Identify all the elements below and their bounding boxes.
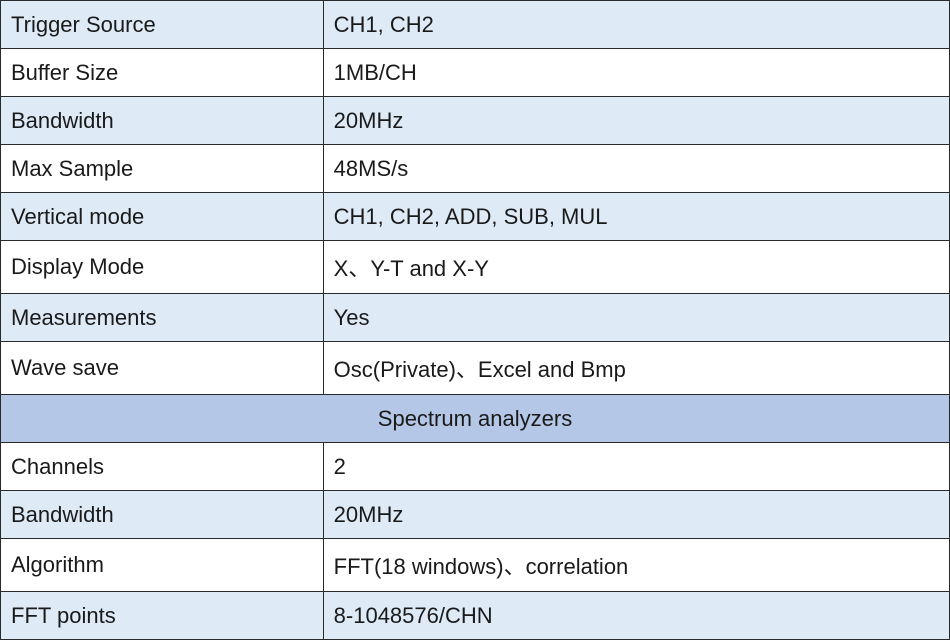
spec-label-cell: Channels [1, 443, 324, 491]
spec-value-cell: 20MHz [323, 491, 949, 539]
table-row: MeasurementsYes [1, 294, 950, 342]
spec-value-cell: Yes [323, 294, 949, 342]
table-row: Wave saveOsc(Private)、Excel and Bmp [1, 342, 950, 395]
table-row: Vertical modeCH1, CH2, ADD, SUB, MUL [1, 193, 950, 241]
spec-value-cell: 1MB/CH [323, 49, 949, 97]
spec-label-cell: Measurements [1, 294, 324, 342]
section-title-cell: Spectrum analyzers [1, 395, 950, 443]
table-row: Bandwidth20MHz [1, 491, 950, 539]
table-row: Channels2 [1, 443, 950, 491]
table-row: Bandwidth20MHz [1, 97, 950, 145]
spec-label-cell: Wave save [1, 342, 324, 395]
section-header-row: Spectrum analyzers [1, 395, 950, 443]
spec-label-cell: Bandwidth [1, 97, 324, 145]
spec-label-cell: Algorithm [1, 539, 324, 592]
table-row: AlgorithmFFT(18 windows)、correlation [1, 539, 950, 592]
spec-value-cell: CH1, CH2, ADD, SUB, MUL [323, 193, 949, 241]
spec-label-cell: FFT points [1, 592, 324, 640]
table-row: Buffer Size1MB/CH [1, 49, 950, 97]
spec-value-cell: 48MS/s [323, 145, 949, 193]
spec-label-cell: Buffer Size [1, 49, 324, 97]
table-row: Display ModeX、Y-T and X-Y [1, 241, 950, 294]
spec-label-cell: Max Sample [1, 145, 324, 193]
table-row: Trigger SourceCH1, CH2 [1, 1, 950, 49]
spec-value-cell: X、Y-T and X-Y [323, 241, 949, 294]
spec-table: Trigger SourceCH1, CH2Buffer Size1MB/CHB… [0, 0, 950, 640]
spec-value-cell: Osc(Private)、Excel and Bmp [323, 342, 949, 395]
spec-value-cell: CH1, CH2 [323, 1, 949, 49]
spec-value-cell: 2 [323, 443, 949, 491]
spec-value-cell: FFT(18 windows)、correlation [323, 539, 949, 592]
spec-label-cell: Vertical mode [1, 193, 324, 241]
table-row: FFT points8-1048576/CHN [1, 592, 950, 640]
spec-table-container: Trigger SourceCH1, CH2Buffer Size1MB/CHB… [0, 0, 950, 640]
spec-label-cell: Display Mode [1, 241, 324, 294]
table-row: Max Sample48MS/s [1, 145, 950, 193]
spec-value-cell: 20MHz [323, 97, 949, 145]
spec-value-cell: 8-1048576/CHN [323, 592, 949, 640]
spec-label-cell: Trigger Source [1, 1, 324, 49]
spec-label-cell: Bandwidth [1, 491, 324, 539]
